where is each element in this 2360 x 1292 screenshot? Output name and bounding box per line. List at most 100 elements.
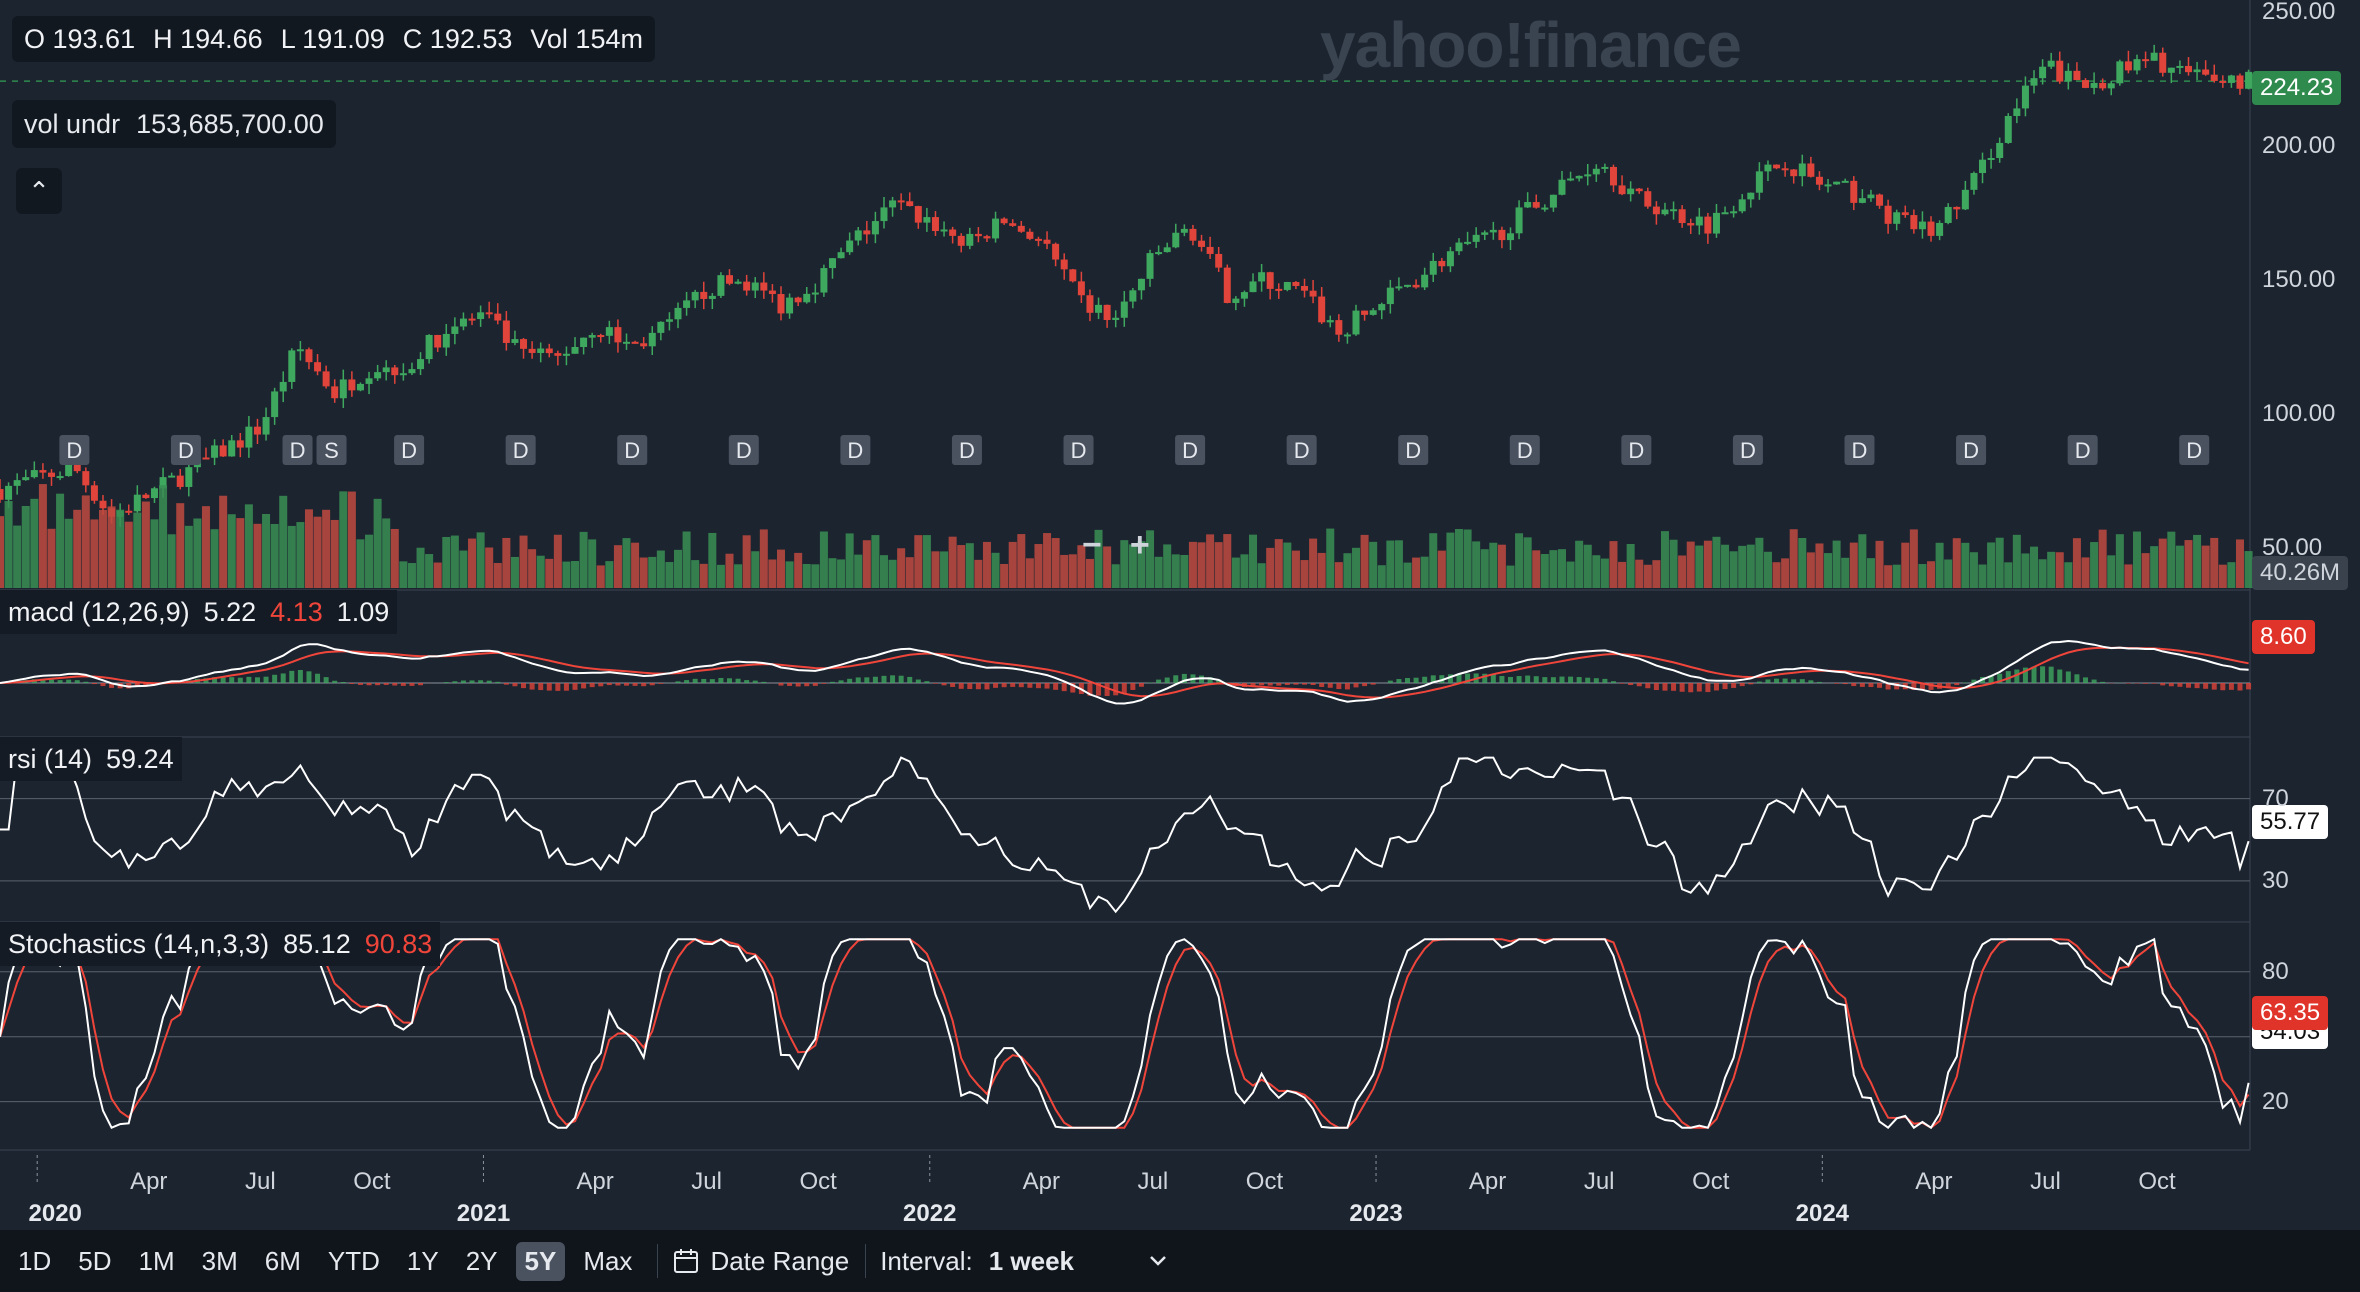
volume-bar (1987, 542, 1996, 588)
candle-body (974, 233, 982, 237)
macd-histogram-bar (1705, 683, 1711, 693)
macd-histogram-bar (109, 683, 115, 688)
macd-histogram-bar (984, 683, 990, 690)
volume-bar (450, 535, 459, 588)
x-tick-label: Oct (1692, 1168, 1730, 1195)
macd-histogram-bar (2246, 683, 2252, 690)
macd-histogram-bar (529, 683, 535, 690)
candle-body (614, 327, 622, 343)
volume-bar (536, 555, 545, 588)
volume-bar (794, 552, 803, 588)
macd-histogram-bar (2185, 683, 2191, 688)
range-button-6m[interactable]: 6M (264, 1245, 301, 1276)
macd-histogram-bar (1859, 683, 1865, 687)
volume-bar (1077, 545, 1086, 588)
candle-body (863, 230, 871, 235)
macd-histogram-bar (297, 669, 303, 683)
zoom-out-button[interactable]: − (1082, 526, 1102, 564)
macd-histogram-bar (1782, 678, 1788, 683)
candle-body (236, 440, 244, 448)
volume-bar (1334, 562, 1343, 588)
volume-bar (879, 555, 888, 588)
candle-body (271, 391, 279, 418)
volume-indicator-label[interactable]: vol undr 153,685,700.00 (12, 100, 336, 148)
volume-bar (107, 506, 116, 588)
macd-histogram-bar (521, 683, 527, 689)
volume-bar (553, 534, 562, 588)
x-tick-label: Oct (2138, 1168, 2176, 1195)
volume-bar (184, 525, 193, 588)
candle-body (2150, 52, 2158, 61)
range-button-5y[interactable]: 5Y (515, 1241, 566, 1281)
stoch-d-line (0, 938, 2250, 1129)
dividend-marker (1175, 435, 1206, 465)
volume-bar (1961, 542, 1970, 588)
candle-body (708, 295, 716, 299)
volume-bar (631, 542, 640, 588)
range-button-1y[interactable]: 1Y (406, 1245, 439, 1276)
candle-body (1034, 238, 1042, 241)
macd-histogram-bar (143, 683, 149, 687)
macd-histogram-bar (1147, 682, 1153, 683)
volume-bar (1695, 545, 1704, 588)
macd-label[interactable]: macd (12,26,9) 5.22 4.13 1.09 (0, 590, 398, 634)
range-button-2y[interactable]: 2Y (465, 1245, 498, 1276)
candle-body (1661, 209, 1669, 215)
range-button-5d[interactable]: 5D (78, 1245, 112, 1276)
candle-body (322, 371, 330, 387)
candle-body (786, 297, 794, 314)
candle-body (262, 417, 270, 435)
macd-histogram-bar (1911, 683, 1917, 690)
range-button-ytd[interactable]: YTD (327, 1245, 380, 1276)
macd-histogram-bar (1731, 683, 1737, 688)
candle-body (305, 349, 313, 363)
volume-bar (1909, 529, 1918, 588)
rsi-label[interactable]: rsi (14) 59.24 (0, 737, 182, 781)
macd-histogram-bar (1447, 674, 1453, 683)
volume-bar (1008, 541, 1017, 588)
candle-body (2099, 82, 2107, 89)
stoch-k-value: 85.12 (283, 928, 351, 959)
volume-bar (656, 550, 665, 588)
volume-bar (1815, 543, 1824, 588)
macd-histogram-bar (1585, 677, 1591, 683)
candle-body (580, 337, 588, 348)
range-button-max[interactable]: Max (583, 1245, 633, 1276)
macd-histogram-bar (847, 678, 853, 683)
macd-histogram-bar (1070, 683, 1076, 693)
macd-histogram-bar (1602, 678, 1608, 683)
volume-bar (1678, 555, 1687, 588)
volume-bar (219, 495, 228, 588)
rsi-value: 59.24 (106, 743, 174, 774)
volume-bar (1317, 552, 1326, 588)
volume-bar (1506, 565, 1515, 588)
x-tick-label: Apr (1915, 1168, 1953, 1195)
candle-body (1335, 320, 1343, 335)
collapse-button[interactable]: ⌃ (16, 168, 62, 214)
date-range-button[interactable]: Date Range (672, 1246, 849, 1277)
volume-bar (1824, 553, 1833, 588)
macd-histogram-bar (1619, 683, 1625, 684)
candle-body (1678, 209, 1686, 224)
range-button-1m[interactable]: 1M (138, 1245, 175, 1276)
interval-select[interactable]: Interval: 1 week (880, 1246, 1172, 1277)
volume-bar (2081, 557, 2090, 588)
stochastics-label[interactable]: Stochastics (14,n,3,3) 85.12 90.83 (0, 922, 441, 966)
volume-bar (1755, 537, 1764, 588)
volume-bar (1017, 534, 1026, 588)
candle-body (1275, 288, 1283, 291)
volume-bar (253, 523, 262, 588)
candle-body (2039, 66, 2047, 79)
volume-bar (1369, 541, 1378, 588)
volume-bar (785, 561, 794, 588)
zoom-in-button[interactable]: + (1129, 526, 1150, 564)
volume-bar (1180, 554, 1189, 588)
range-button-1d[interactable]: 1D (18, 1245, 52, 1276)
macd-histogram-bar (890, 675, 896, 683)
range-button-3m[interactable]: 3M (201, 1245, 238, 1276)
volume-bar (1146, 530, 1155, 588)
candle-body (1498, 229, 1506, 241)
candle-body (854, 230, 862, 241)
